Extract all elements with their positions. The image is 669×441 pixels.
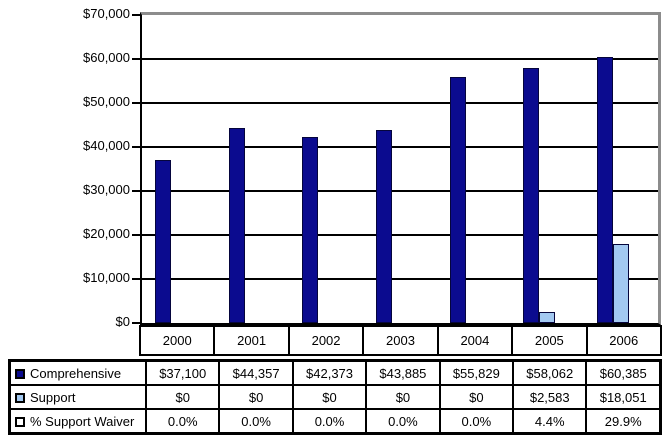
y-axis-tick-mark bbox=[132, 146, 140, 148]
series-label: % Support Waiver bbox=[30, 413, 135, 429]
x-axis-category-label: 2000 bbox=[162, 333, 192, 348]
y-axis-tick-mark bbox=[132, 234, 140, 236]
gridline bbox=[142, 190, 658, 192]
value-cell: $55,829 bbox=[438, 359, 515, 386]
value-cell: $0 bbox=[144, 384, 221, 410]
legend-key-icon bbox=[15, 392, 25, 403]
y-axis-tick-mark bbox=[132, 190, 140, 192]
value-cell: 0.0% bbox=[144, 408, 221, 435]
value-cell: $37,100 bbox=[144, 359, 221, 386]
gridline bbox=[142, 278, 658, 280]
value-cell: 0.0% bbox=[438, 408, 515, 435]
series-label-cell: % Support Waiver bbox=[8, 408, 147, 435]
gridline bbox=[142, 58, 658, 60]
value-cell: $42,373 bbox=[291, 359, 368, 386]
data-table: Comprehensive $37,100 $44,357 $42,373 $43,88… bbox=[8, 359, 662, 435]
value-cell: $2,583 bbox=[512, 384, 588, 410]
value-cell: $0 bbox=[438, 384, 515, 410]
series-label: Comprehensive bbox=[30, 365, 122, 381]
value-cell: 0.0% bbox=[218, 408, 294, 435]
gridline bbox=[142, 234, 658, 236]
series-label: Support bbox=[30, 389, 76, 405]
y-axis-tick-label: $10,000 bbox=[83, 270, 130, 285]
x-axis-category-label: 2004 bbox=[436, 327, 511, 354]
bar-support-2006 bbox=[613, 244, 629, 323]
y-axis-tick-label: $30,000 bbox=[83, 182, 130, 197]
value-cell: $0 bbox=[365, 384, 441, 410]
y-axis-tick-mark bbox=[132, 102, 140, 104]
y-axis-tick-label: $40,000 bbox=[83, 138, 130, 153]
table-row: Support $0 $0 $0 $0 $0 $2,583 $18,051 bbox=[8, 384, 662, 410]
x-axis-category-label: 2002 bbox=[287, 327, 362, 354]
y-axis-tick-label: $0 bbox=[115, 314, 130, 329]
bar-comprehensive-2000 bbox=[155, 160, 171, 323]
value-cell: 0.0% bbox=[365, 408, 441, 435]
value-cell: $44,357 bbox=[218, 359, 294, 386]
value-cell: $0 bbox=[291, 384, 368, 410]
legend-key-icon bbox=[15, 368, 25, 379]
series-label-cell: Support bbox=[8, 384, 147, 410]
value-cell: 4.4% bbox=[512, 408, 588, 435]
value-cell: $60,385 bbox=[585, 359, 662, 386]
gridline bbox=[142, 102, 658, 104]
value-cell: 29.9% bbox=[585, 408, 662, 435]
value-cell: $43,885 bbox=[365, 359, 441, 386]
value-cell: $58,062 bbox=[512, 359, 588, 386]
x-axis-category-label: 2001 bbox=[213, 327, 287, 354]
value-cell: $18,051 bbox=[585, 384, 662, 410]
bar-comprehensive-2005 bbox=[523, 68, 539, 323]
table-row: % Support Waiver 0.0% 0.0% 0.0% 0.0% 0.0% 4.4%… bbox=[8, 408, 662, 435]
legend-key-icon bbox=[15, 416, 25, 427]
y-axis-tick-label: $60,000 bbox=[83, 50, 130, 65]
y-axis-tick-mark bbox=[132, 278, 140, 280]
x-axis-category-label: 2006 bbox=[585, 327, 660, 354]
x-axis-category-strip: 2000 2001 2002 2003 2004 2005 2006 bbox=[139, 325, 662, 356]
value-cell: 0.0% bbox=[291, 408, 368, 435]
plot-area bbox=[140, 12, 661, 325]
y-axis-tick-mark bbox=[132, 58, 140, 60]
y-axis-tick-label: $70,000 bbox=[83, 6, 130, 21]
y-axis-tick-mark bbox=[132, 14, 140, 16]
bar-comprehensive-2004 bbox=[450, 77, 466, 323]
value-cell: $0 bbox=[218, 384, 294, 410]
y-axis-tick-mark bbox=[132, 322, 140, 324]
y-axis-tick-label: $20,000 bbox=[83, 226, 130, 241]
y-axis-tick-label: $50,000 bbox=[83, 94, 130, 109]
bar-comprehensive-2006 bbox=[597, 57, 613, 323]
bar-support-2005 bbox=[539, 312, 555, 323]
table-row: Comprehensive $37,100 $44,357 $42,373 $43,88… bbox=[8, 359, 662, 386]
x-axis-category-label: 2003 bbox=[362, 327, 436, 354]
series-label-cell: Comprehensive bbox=[8, 359, 147, 386]
x-axis-category-label: 2005 bbox=[511, 327, 585, 354]
bar-comprehensive-2002 bbox=[302, 137, 318, 323]
bar-comprehensive-2003 bbox=[376, 130, 392, 323]
bar-comprehensive-2001 bbox=[229, 128, 245, 323]
gridline bbox=[142, 146, 658, 148]
